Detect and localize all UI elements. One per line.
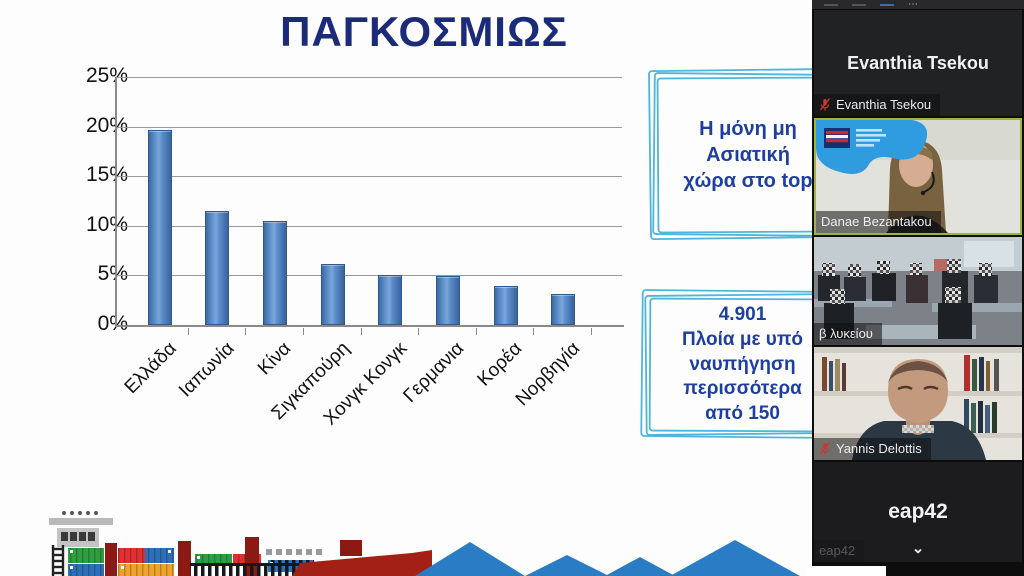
window-row — [266, 549, 322, 555]
y-tick: 5% — [97, 262, 128, 286]
bar-iaponia — [205, 210, 230, 325]
participant-tile-eap42[interactable]: eap42 eap42 ⌄ — [814, 462, 1022, 562]
participant-name-tag: Evanthia Tsekou — [814, 94, 941, 116]
chevron-down-icon[interactable]: ⌄ — [911, 540, 925, 557]
gridline — [117, 77, 622, 78]
quay-railing — [190, 565, 432, 576]
panel-bottom-notch — [806, 566, 886, 576]
bars — [117, 77, 622, 325]
more-options-icon[interactable]: ⋯ — [908, 0, 919, 10]
logo-text-lines — [856, 129, 886, 147]
waves-illustration — [415, 540, 800, 576]
x-label: Ελλάδα — [120, 338, 181, 399]
bar-sigapouri — [320, 263, 345, 325]
bar-ellada — [147, 129, 172, 325]
gridline — [117, 176, 622, 178]
callout-orderbook: 4.901 Πλοία με υπό ναυπήγηση περισσότερα… — [638, 286, 812, 444]
mic-muted-icon — [819, 98, 831, 111]
participant-display-name: Evanthia Tsekou — [847, 52, 989, 73]
participant-name-tag: eap42 — [814, 540, 865, 562]
panel-toolbar: ⋯ — [812, 0, 1024, 9]
ladder — [51, 545, 65, 576]
y-tick: 20% — [85, 113, 128, 137]
bar-chart: 25% 20% 15% 10% 5% 0% — [85, 64, 624, 440]
headset-mic — [923, 171, 935, 193]
x-label: Κορέα — [473, 338, 527, 391]
mic-muted-icon — [819, 442, 831, 455]
participant-tile-danae[interactable]: Danae Bezantakou — [814, 118, 1022, 235]
video-call-panel: ⋯ Evanthia Tsekou Evanthia Tsekou — [812, 0, 1024, 576]
logo-flag-icon — [824, 128, 850, 148]
participant-tile-yannis[interactable]: Yannis Delottis — [814, 347, 1022, 460]
participant-tile-classroom[interactable]: β λυκείου — [814, 237, 1022, 345]
y-tick: 0% — [97, 312, 128, 335]
participant-tile-evanthia[interactable]: Evanthia Tsekou Evanthia Tsekou — [814, 10, 1022, 116]
participant-display-name: eap42 — [888, 500, 948, 523]
sketchy-border — [648, 67, 812, 241]
sketchy-border — [640, 289, 812, 439]
containers — [68, 537, 314, 576]
warehouse — [49, 511, 113, 547]
callout-non-asian: Η μόνη μη Ασιατική χώρα στο top — [646, 64, 812, 246]
bar-hongkong — [378, 275, 403, 325]
y-tick: 15% — [85, 163, 128, 187]
toolbar-icon[interactable] — [824, 3, 838, 6]
bar-korea — [493, 286, 518, 325]
gridline — [117, 225, 622, 227]
x-labels: Ελλάδα Ιαπωνία Κίνα Σιγκαπούρη Χονγκ Κον… — [117, 328, 622, 440]
callout-text: Η μόνη μη Ασιατική χώρα στο top — [683, 118, 812, 192]
toolbar-icon[interactable] — [852, 3, 866, 6]
ship — [292, 540, 432, 576]
shared-slide: ΠΑΓΚΟΣΜΙΩΣ 25% 20% 15% 10% 5% 0% — [49, 8, 812, 576]
y-tick: 25% — [85, 64, 128, 87]
y-tick: 10% — [85, 212, 128, 236]
gridline — [117, 126, 622, 128]
participant-name-tag: Yannis Delottis — [814, 438, 931, 460]
toolbar-icon[interactable] — [880, 3, 894, 6]
participant-name-tag: Danae Bezantakou — [816, 211, 941, 233]
bar-norvigia — [551, 294, 576, 325]
slide-title: ΠΑΓΚΟΣΜΙΩΣ — [280, 8, 568, 55]
gridline — [117, 275, 622, 277]
callout-text: 4.901 Πλοία με υπό ναυπήγηση περισσότερα… — [681, 304, 804, 425]
x-label: Κίνα — [254, 338, 296, 380]
port-illustration — [49, 511, 432, 576]
plot-area — [115, 77, 622, 325]
participant-name-tag: β λυκείου — [814, 323, 882, 345]
bar-germania — [435, 276, 460, 325]
bar-kina — [263, 220, 288, 325]
x-axis — [115, 325, 624, 327]
